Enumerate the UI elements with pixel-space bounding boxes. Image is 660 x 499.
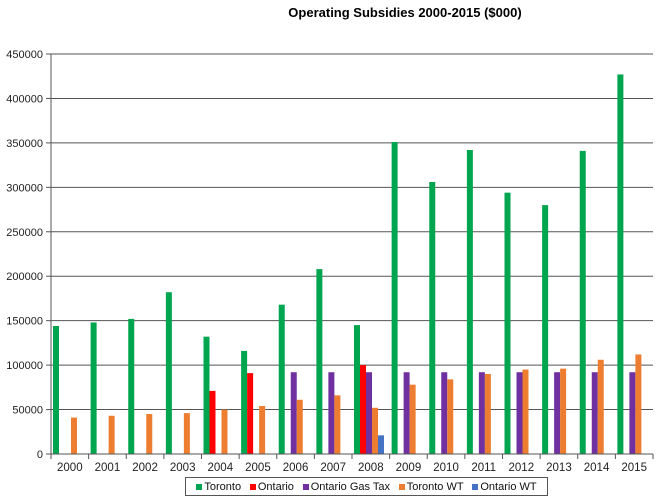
bar-ontario bbox=[209, 390, 216, 454]
bar-toronto-wt bbox=[597, 359, 604, 454]
bar-toronto bbox=[241, 350, 248, 454]
bar-toronto-wt bbox=[221, 409, 228, 454]
legend-swatch-icon bbox=[398, 483, 405, 490]
bar-toronto bbox=[504, 192, 511, 454]
x-tick-label: 2014 bbox=[584, 462, 610, 474]
bar-toronto-wt bbox=[183, 413, 190, 454]
y-tick-label: 0 bbox=[37, 449, 43, 461]
bar-toronto bbox=[90, 322, 97, 454]
x-tick-label: 2007 bbox=[320, 462, 346, 474]
legend-item-ontario-gas-tax: Ontario Gas Tax bbox=[302, 480, 390, 493]
bar-ontario-gas-tax bbox=[403, 372, 410, 454]
bar-toronto bbox=[165, 292, 172, 454]
x-tick-label: 2004 bbox=[208, 462, 234, 474]
x-tick-label: 2003 bbox=[170, 462, 196, 474]
legend-label: Ontario Gas Tax bbox=[310, 480, 390, 493]
bar-toronto-wt bbox=[560, 368, 567, 454]
bar-toronto bbox=[203, 336, 210, 454]
bar-toronto-wt bbox=[296, 399, 303, 454]
bar-ontario-gas-tax bbox=[516, 372, 523, 454]
legend-swatch-icon bbox=[472, 483, 479, 490]
legend-item-toronto-wt: Toronto WT bbox=[398, 480, 464, 493]
bar-toronto bbox=[278, 304, 285, 454]
bar-toronto-wt bbox=[409, 384, 416, 454]
x-tick-label: 2013 bbox=[546, 462, 572, 474]
chart-title: Operating Subsidies 2000-2015 ($000) bbox=[288, 5, 522, 20]
bar-ontario-gas-tax bbox=[591, 372, 598, 454]
bar-toronto-wt bbox=[108, 415, 115, 454]
bar-ontario-wt bbox=[378, 435, 384, 454]
x-tick-label: 2015 bbox=[621, 462, 647, 474]
bar-toronto bbox=[316, 269, 323, 454]
bar-toronto-wt bbox=[484, 374, 491, 454]
x-tick-label: 2009 bbox=[396, 462, 422, 474]
y-tick-label: 350000 bbox=[6, 138, 43, 150]
bar-toronto bbox=[429, 182, 436, 454]
bar-toronto bbox=[354, 325, 360, 454]
y-tick-label: 300000 bbox=[6, 182, 43, 194]
y-tick-label: 250000 bbox=[6, 227, 43, 239]
y-tick-label: 450000 bbox=[6, 49, 43, 61]
y-tick-label: 50000 bbox=[12, 405, 43, 417]
x-tick-label: 2006 bbox=[283, 462, 309, 474]
x-tick-label: 2010 bbox=[433, 462, 459, 474]
legend-label: Toronto WT bbox=[406, 480, 464, 493]
bar-toronto bbox=[617, 74, 624, 454]
bar-toronto-wt bbox=[372, 407, 378, 454]
bar-toronto-wt bbox=[522, 369, 529, 454]
bar-toronto bbox=[128, 318, 135, 454]
legend-label: Ontario WT bbox=[480, 480, 537, 493]
legend-item-ontario: Ontario bbox=[249, 480, 294, 493]
x-tick-label: 2008 bbox=[358, 462, 384, 474]
x-tick-label: 2012 bbox=[509, 462, 535, 474]
legend-label: Ontario bbox=[257, 480, 294, 493]
x-tick-label: 2000 bbox=[57, 462, 83, 474]
bar-toronto bbox=[579, 150, 586, 454]
bar-ontario bbox=[247, 373, 254, 454]
bar-ontario-gas-tax bbox=[366, 372, 372, 454]
bar-ontario-gas-tax bbox=[290, 372, 297, 454]
bar-ontario-gas-tax bbox=[554, 372, 561, 454]
bar-ontario-gas-tax bbox=[629, 372, 636, 454]
bar-toronto-wt bbox=[71, 417, 77, 454]
bar-ontario-gas-tax bbox=[328, 372, 335, 454]
legend-item-ontario-wt: Ontario WT bbox=[472, 480, 537, 493]
bar-toronto bbox=[466, 150, 473, 454]
chart-legend: Toronto Ontario Ontario Gas Tax Toronto WT O… bbox=[185, 477, 548, 496]
y-tick-label: 100000 bbox=[6, 360, 43, 372]
legend-swatch-icon bbox=[302, 483, 309, 490]
bar-ontario bbox=[360, 365, 366, 454]
bar-toronto-wt bbox=[447, 379, 454, 454]
bar-toronto-wt bbox=[635, 354, 642, 454]
x-tick-label: 2011 bbox=[471, 462, 496, 474]
y-tick-label: 400000 bbox=[6, 93, 43, 105]
legend-swatch-icon bbox=[196, 483, 203, 490]
bar-toronto-wt bbox=[146, 414, 153, 454]
bar-ontario-gas-tax bbox=[441, 372, 448, 454]
y-tick-label: 200000 bbox=[6, 271, 43, 283]
bar-ontario-gas-tax bbox=[478, 372, 485, 454]
bar-toronto-wt bbox=[259, 406, 266, 454]
legend-swatch-icon bbox=[249, 483, 256, 490]
bar-toronto bbox=[53, 326, 59, 454]
bar-toronto bbox=[391, 142, 398, 454]
bar-toronto bbox=[542, 205, 549, 454]
y-tick-label: 150000 bbox=[6, 316, 43, 328]
x-tick-label: 2002 bbox=[132, 462, 158, 474]
bar-toronto-wt bbox=[334, 395, 341, 454]
x-tick-label: 2001 bbox=[95, 462, 121, 474]
legend-item-toronto: Toronto bbox=[196, 481, 241, 493]
legend-label: Toronto bbox=[204, 480, 242, 493]
x-tick-label: 2005 bbox=[245, 462, 271, 474]
